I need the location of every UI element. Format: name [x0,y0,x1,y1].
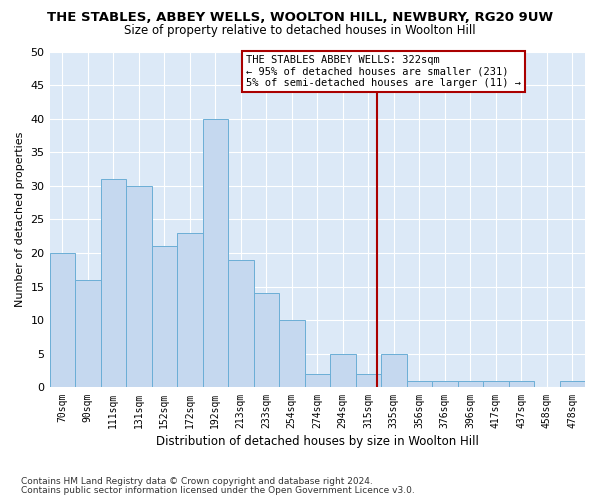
Bar [356,374,381,388]
Text: Contains HM Land Registry data © Crown copyright and database right 2024.: Contains HM Land Registry data © Crown c… [21,477,373,486]
Text: Contains public sector information licensed under the Open Government Licence v3: Contains public sector information licen… [21,486,415,495]
Bar [254,294,279,388]
Bar [101,179,126,388]
Bar [432,380,458,388]
Bar [305,374,330,388]
Bar [279,320,305,388]
Text: THE STABLES, ABBEY WELLS, WOOLTON HILL, NEWBURY, RG20 9UW: THE STABLES, ABBEY WELLS, WOOLTON HILL, … [47,11,553,24]
Bar [177,233,203,388]
Bar [152,246,177,388]
Bar [228,260,254,388]
Text: Size of property relative to detached houses in Woolton Hill: Size of property relative to detached ho… [124,24,476,37]
Bar [483,380,509,388]
Bar [330,354,356,388]
Y-axis label: Number of detached properties: Number of detached properties [15,132,25,307]
Bar [407,380,432,388]
Bar [509,380,534,388]
Bar [458,380,483,388]
Bar [560,380,585,388]
X-axis label: Distribution of detached houses by size in Woolton Hill: Distribution of detached houses by size … [156,434,479,448]
Text: THE STABLES ABBEY WELLS: 322sqm
← 95% of detached houses are smaller (231)
5% of: THE STABLES ABBEY WELLS: 322sqm ← 95% of… [246,55,521,88]
Bar [381,354,407,388]
Bar [75,280,101,388]
Bar [126,186,152,388]
Bar [50,253,75,388]
Bar [203,118,228,388]
